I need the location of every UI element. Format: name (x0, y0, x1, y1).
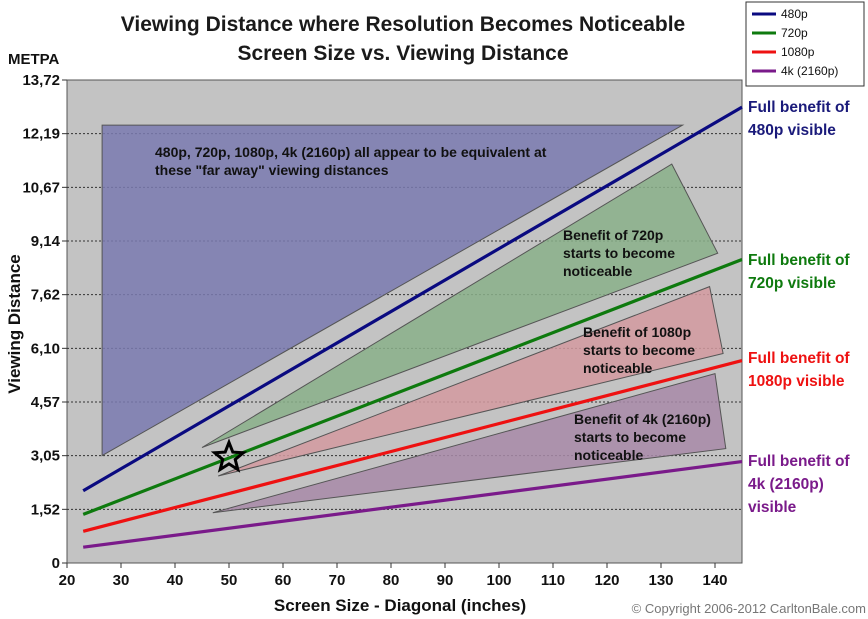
annotation-text: 480p, 720p, 1080p, 4k (2160p) all appear… (155, 144, 547, 160)
series-line-480p (82, 105, 743, 493)
side-label: 1080p visible (748, 373, 845, 390)
annotation-text: noticeable (574, 447, 643, 463)
legend-label: 1080p (781, 45, 815, 59)
x-tick-label: 130 (648, 572, 673, 589)
annotation-text: noticeable (583, 360, 652, 376)
regions (101, 124, 727, 514)
y-unit-label: METPA (8, 51, 60, 68)
side-label: Full benefit of (748, 350, 850, 367)
x-tick-label: 80 (383, 572, 400, 589)
side-label: Full benefit of (748, 453, 850, 470)
side-label: visible (748, 499, 797, 516)
legend-label: 4k (2160p) (781, 64, 838, 78)
series-lines (82, 105, 743, 549)
y-tick-labels: 0 1,52 3,05 4,57 6,10 7,62 9,14 10,67 12,19 13,72 (22, 72, 60, 572)
side-label: Full benefit of (748, 99, 850, 116)
y-tick-label: 12,19 (22, 126, 60, 143)
side-label: 720p visible (748, 275, 836, 292)
star-marker (210, 438, 248, 473)
legend-items: 480p 720p 1080p 4k (2160p) (752, 7, 838, 78)
x-axis-label: Screen Size - Diagonal (inches) (274, 596, 526, 615)
far-away-region (101, 124, 685, 457)
annotation-text: Benefit of 4k (2160p) (574, 411, 711, 427)
annotation-text: noticeable (563, 263, 632, 279)
720p-region (201, 163, 719, 448)
y-tick-label: 9,14 (31, 233, 61, 250)
annotations: 480p, 720p, 1080p, 4k (2160p) all appear… (155, 144, 711, 463)
annotation-text: Benefit of 1080p (583, 324, 691, 340)
x-tick-labels: 20 30 40 50 60 70 80 90 100 110 120 130 140 (59, 572, 728, 589)
side-label: 4k (2160p) (748, 476, 824, 493)
annotation-text: these "far away" viewing distances (155, 162, 389, 178)
x-tick-label: 30 (113, 572, 130, 589)
y-tick-label: 10,67 (22, 179, 60, 196)
annotation-text: starts to become (583, 342, 695, 358)
x-tick-label: 60 (275, 572, 292, 589)
legend: 480p 720p 1080p 4k (2160p) (745, 1, 865, 87)
1080p-region (218, 285, 724, 477)
star-icon (210, 438, 248, 473)
y-tick-label: 6,10 (31, 340, 60, 357)
x-tick-label: 110 (541, 572, 565, 589)
x-tick-label: 120 (594, 572, 619, 589)
side-labels: Full benefit of 480p visible Full benefit … (748, 99, 850, 516)
legend-label: 720p (781, 26, 808, 40)
series-line-1080p (82, 359, 743, 533)
chart-title: Viewing Distance where Resolution Become… (121, 13, 685, 36)
x-tick-label: 20 (59, 572, 76, 589)
y-tick-label: 0 (52, 555, 60, 572)
annotation-text: Benefit of 720p (563, 227, 663, 243)
4k-region (212, 372, 727, 514)
y-tick-label: 3,05 (31, 448, 60, 465)
x-tick-label: 70 (329, 572, 346, 589)
annotation-text: starts to become (563, 245, 675, 261)
x-tick-label: 40 (167, 572, 184, 589)
side-label: Full benefit of (748, 252, 850, 269)
y-tick-label: 1,52 (31, 501, 60, 518)
y-tick-label: 4,57 (31, 394, 60, 411)
legend-label: 480p (781, 7, 808, 21)
y-axis-label: Viewing Distance (5, 254, 24, 394)
side-label: 480p visible (748, 122, 836, 139)
x-tick-label: 90 (437, 572, 454, 589)
chart-subtitle: Screen Size vs. Viewing Distance (237, 42, 568, 65)
x-tick-label: 50 (221, 572, 238, 589)
y-tick-label: 7,62 (31, 287, 60, 304)
x-tick-label: 100 (486, 572, 511, 589)
y-tick-label: 13,72 (22, 72, 60, 89)
annotation-text: starts to become (574, 429, 686, 445)
series-line-720p (82, 258, 743, 516)
copyright: © Copyright 2006-2012 CarltonBale.com (632, 601, 866, 616)
series-line-4k-2160p- (82, 460, 743, 549)
x-tick-label: 140 (702, 572, 727, 589)
